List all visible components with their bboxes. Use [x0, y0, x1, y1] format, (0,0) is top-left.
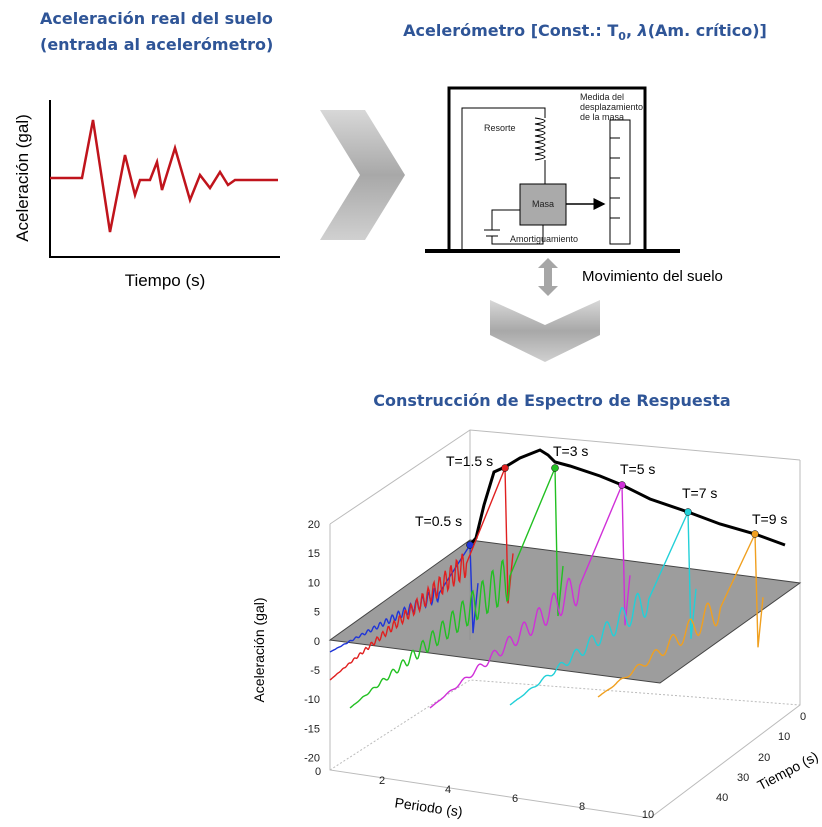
z-tick-label: 0	[314, 636, 320, 648]
z-tick-label: -20	[304, 753, 320, 765]
x-label: Tiempo (s)	[125, 271, 206, 290]
title-text: Acelerómetro [Const.: T	[403, 21, 618, 40]
y-label: Aceleración (gal)	[13, 114, 32, 242]
left-title: Aceleración real del suelo	[40, 9, 273, 28]
mass-label: Masa	[532, 199, 554, 209]
accelerometer-title: Acelerómetro [Const.: T0, λ(Am. crítico)…	[403, 21, 767, 43]
oscillator-label: T=1.5 s	[446, 453, 493, 469]
z-tick-label: 20	[308, 519, 320, 531]
time-tick-label: 20	[758, 752, 770, 764]
spectrum-curve	[468, 448, 786, 547]
oscillator-peak	[551, 464, 559, 472]
left-title: (entrada al acelerómetro)	[40, 35, 273, 54]
period-tick-label: 0	[315, 766, 321, 778]
oscillator-trace	[349, 467, 564, 709]
time-tick-label: 40	[716, 792, 728, 804]
oscillator-peak	[618, 481, 626, 489]
z-tick-label: 15	[308, 548, 320, 560]
signal	[50, 119, 278, 233]
time-tick-label: 0	[800, 711, 806, 723]
z-tick-label: -10	[304, 694, 320, 706]
z-tick-label: -15	[304, 723, 320, 735]
zero-plane	[328, 539, 802, 684]
oscillator-peak	[501, 464, 509, 472]
period-axis-label: Periodo (s)	[394, 794, 464, 819]
z-tick-label: 5	[314, 607, 320, 619]
period-tick-label: 8	[579, 801, 585, 813]
measure-label: desplazamiento	[580, 102, 643, 112]
spring-label: Resorte	[484, 123, 516, 133]
oscillator-trace	[509, 511, 697, 706]
time-tick-label: 10	[778, 731, 790, 743]
z-tick-label: -5	[310, 665, 320, 677]
oscillator-label: T=7 s	[682, 485, 717, 501]
oscillator-label: T=3 s	[553, 443, 588, 459]
title-symbol: λ	[637, 21, 648, 40]
oscillator-trace	[429, 484, 631, 709]
measure-label: Medida del	[580, 92, 624, 102]
oscillator-trace	[597, 533, 764, 698]
title-text: ,	[626, 21, 638, 40]
arrow-right	[320, 110, 405, 240]
title-subscript: 0	[618, 30, 626, 43]
axes	[49, 100, 280, 258]
spectrum-title: Construcción de Espectro de Respuesta	[373, 391, 730, 410]
damper-label: Amortiguamiento	[510, 234, 578, 244]
measure-label: de la masa	[580, 112, 624, 122]
oscillator-label: T=9 s	[752, 511, 787, 527]
period-tick-label: 6	[512, 793, 518, 805]
z-tick-label: 10	[308, 577, 320, 589]
oscillator-label: T=5 s	[620, 461, 655, 477]
period-tick-label: 10	[642, 809, 654, 821]
oscillator-trace	[329, 467, 514, 681]
accelerometer-drawing	[425, 86, 680, 253]
ground-motion-label: Movimiento del suelo	[582, 268, 723, 285]
oscillator-peak	[751, 530, 759, 538]
time-tick-label: 30	[737, 772, 749, 784]
oscillator-peak	[684, 508, 692, 516]
z-axis-label: Aceleración (gal)	[251, 597, 267, 702]
period-tick-label: 2	[379, 775, 385, 787]
oscillator-label: T=0.5 s	[415, 513, 462, 529]
title-text: (Am. crítico)]	[648, 21, 767, 40]
arrow-down	[490, 300, 600, 362]
ground-arrow	[538, 258, 558, 296]
period-tick-label: 4	[445, 784, 451, 796]
